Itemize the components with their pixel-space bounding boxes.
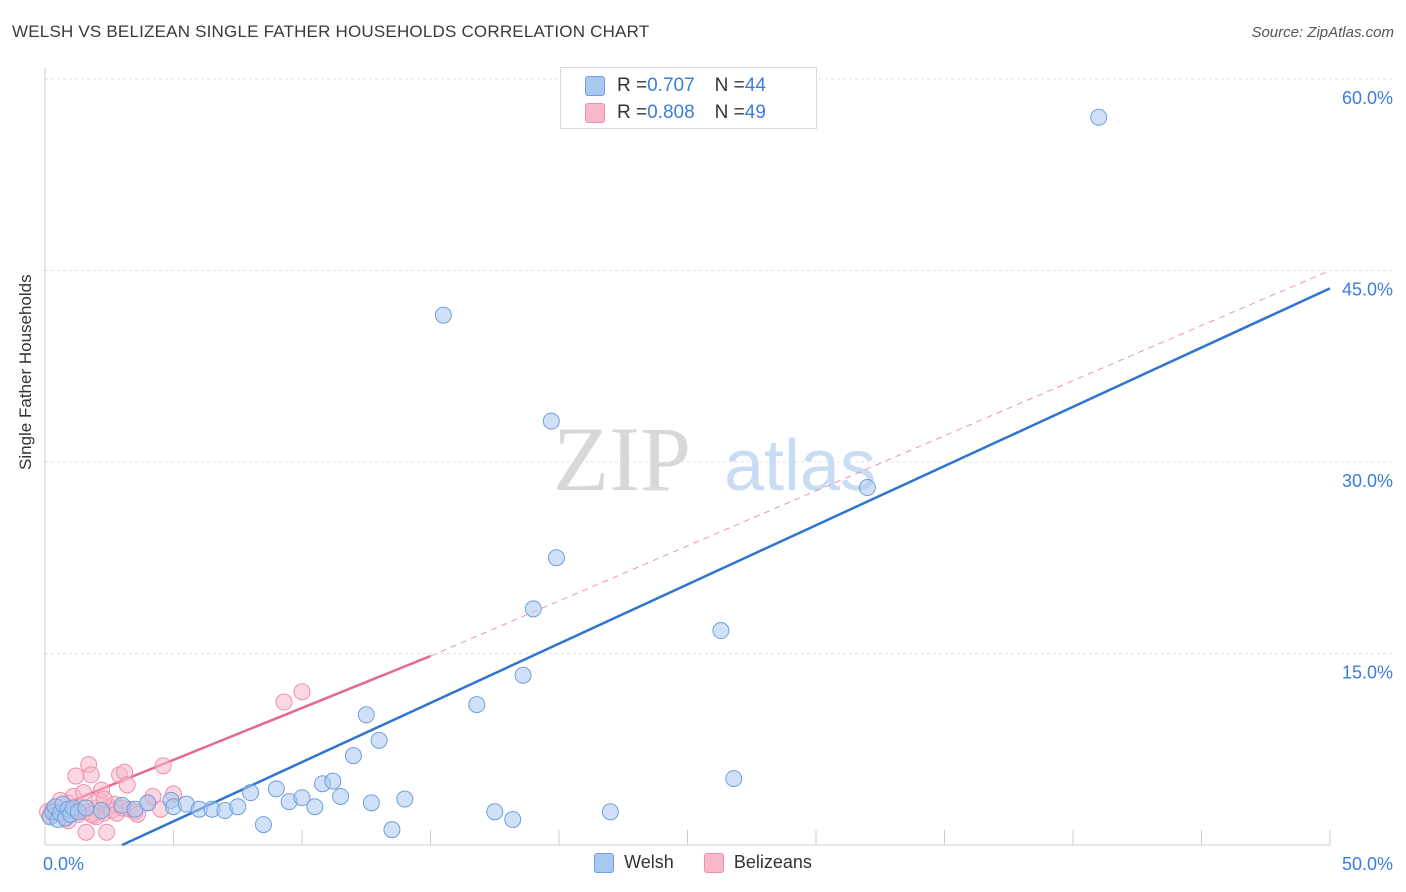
welsh-n-value: 44: [744, 75, 766, 96]
belizeans-n-label: N =: [714, 102, 745, 123]
stats-legend: R = 0.707 N = 44 R = 0.808 N = 49: [560, 67, 817, 129]
welsh-point: [242, 784, 260, 802]
y-tick-label: 30.0%: [1342, 471, 1393, 491]
belizeans-legend-label: Belizeans: [733, 852, 812, 872]
welsh-point: [267, 780, 285, 798]
belizeans-r-value: 0.808: [647, 102, 695, 123]
belizeans-point: [82, 766, 100, 784]
welsh-point: [332, 787, 350, 805]
welsh-point: [486, 803, 504, 821]
welsh-point: [858, 479, 876, 497]
series-legend: Welsh Belizeans: [0, 852, 1406, 873]
y-tick-label: 60.0%: [1342, 88, 1393, 108]
welsh-point: [547, 549, 565, 567]
welsh-point: [725, 770, 743, 788]
belizeans-point: [75, 784, 93, 802]
gridlines: [45, 78, 1392, 654]
welsh-point: [324, 772, 342, 790]
welsh-point: [93, 802, 111, 820]
welsh-point: [139, 794, 157, 812]
legend-row-welsh: R = 0.707 N = 44: [585, 74, 766, 98]
welsh-point: [370, 731, 388, 749]
welsh-point: [254, 816, 272, 834]
welsh-point: [344, 747, 362, 765]
welsh-swatch: [585, 76, 605, 96]
belizeans-point: [77, 823, 95, 841]
belizeans-trend-extension: [430, 270, 1331, 657]
welsh-point: [229, 798, 247, 816]
trend-lines: [44, 270, 1331, 847]
welsh-n-label: N =: [714, 75, 745, 96]
watermark-atlas: atlas: [724, 426, 876, 506]
welsh-point: [383, 821, 401, 839]
watermark: ZIP atlas: [553, 408, 876, 510]
tick-labels: 15.0% 30.0% 45.0% 60.0% 0.0% 50.0%: [43, 88, 1393, 874]
belizeans-swatch: [585, 103, 605, 123]
welsh-point: [514, 666, 532, 684]
data-points: [39, 108, 1108, 841]
watermark-zip: ZIP: [553, 408, 691, 510]
source-credit: Source: ZipAtlas.com: [1251, 24, 1394, 41]
y-tick-label: 15.0%: [1342, 663, 1393, 683]
belizeans-trend-line: [44, 654, 431, 813]
welsh-point: [524, 600, 542, 618]
welsh-legend-label: Welsh: [624, 852, 674, 872]
welsh-point: [357, 706, 375, 724]
belizeans-point: [118, 776, 136, 794]
belizeans-n-value: 49: [744, 102, 766, 123]
belizeans-point: [98, 823, 116, 841]
x-tick-label-min: 0.0%: [43, 854, 84, 874]
welsh-point: [601, 803, 619, 821]
welsh-r-label: R =: [617, 75, 648, 96]
welsh-point: [306, 798, 324, 816]
belizeans-point: [293, 683, 311, 701]
welsh-point: [1090, 108, 1108, 126]
welsh-point: [542, 412, 560, 430]
welsh-r-value: 0.707: [647, 75, 695, 96]
welsh-legend-swatch: [594, 852, 615, 873]
belizeans-point: [275, 693, 293, 711]
welsh-trend-line: [121, 287, 1331, 847]
belizeans-point: [67, 767, 85, 785]
belizeans-legend-swatch: [703, 852, 724, 873]
welsh-point: [712, 622, 730, 640]
welsh-point: [293, 789, 311, 807]
legend-item-belizeans: Belizeans: [703, 852, 812, 873]
x-tick-label-max: 50.0%: [1342, 854, 1393, 874]
welsh-point: [504, 810, 522, 828]
legend-item-welsh: Welsh: [594, 852, 674, 873]
welsh-point: [396, 790, 414, 808]
welsh-point: [468, 696, 486, 714]
welsh-point: [434, 306, 452, 324]
chart-title: WELSH VS BELIZEAN SINGLE FATHER HOUSEHOL…: [12, 22, 650, 41]
belizeans-point: [154, 757, 172, 775]
belizeans-r-label: R =: [617, 102, 648, 123]
axes: [44, 68, 1331, 846]
welsh-point: [77, 799, 95, 817]
legend-row-belizeans: R = 0.808 N = 49: [585, 101, 766, 125]
y-tick-label: 45.0%: [1342, 280, 1393, 300]
welsh-point: [362, 794, 380, 812]
